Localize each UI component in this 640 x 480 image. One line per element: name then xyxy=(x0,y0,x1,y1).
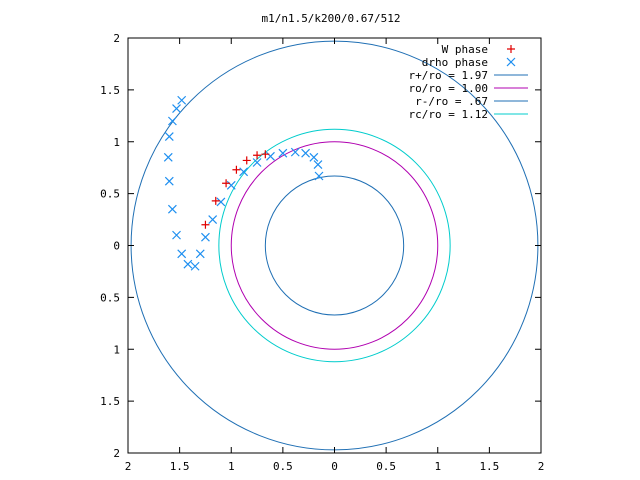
point-1-5 xyxy=(222,179,231,188)
x-tick-label: 1 xyxy=(228,460,235,473)
legend-marker-1 xyxy=(507,45,515,53)
x-tick-label: 1 xyxy=(434,460,441,473)
x-tick-label: 0.5 xyxy=(376,460,396,473)
x-tick-label: 2 xyxy=(538,460,545,473)
point-2-1 xyxy=(314,171,324,181)
data-series xyxy=(163,95,324,271)
point-2-18 xyxy=(172,230,181,240)
circle-4 xyxy=(218,128,451,363)
y-tick-label: 1.5 xyxy=(100,84,120,97)
point-2-10 xyxy=(226,180,236,190)
point-2-6 xyxy=(278,148,288,158)
chart-title: m1/n1.5/k200/0.67/512 xyxy=(261,12,400,25)
point-1-1 xyxy=(261,150,270,159)
y-tick-label: 2 xyxy=(113,447,120,460)
point-1-6 xyxy=(211,196,220,205)
point-2-21 xyxy=(163,152,173,162)
point-2-14 xyxy=(195,249,205,259)
y-tick-label: 0.5 xyxy=(100,291,120,304)
point-2-20 xyxy=(164,176,174,186)
series-1 xyxy=(201,150,270,229)
point-2-17 xyxy=(177,249,187,259)
y-tick-label: 0.5 xyxy=(100,188,120,201)
axis-ticks: 2 1.5 1 0.5 0 0.5 1 1.5 221.510.500.511.52 xyxy=(100,32,544,473)
legend-label: r+/ro = 1.97 xyxy=(409,69,488,82)
legend-marker-2 xyxy=(506,57,516,67)
point-2-2 xyxy=(313,160,323,169)
point-2-7 xyxy=(266,151,275,161)
y-tick-label: 1 xyxy=(113,343,120,356)
y-tick-label: 2 xyxy=(113,32,120,45)
point-2-24 xyxy=(172,104,181,113)
point-2-9 xyxy=(239,167,249,177)
circle-3 xyxy=(264,175,405,316)
point-2-22 xyxy=(164,132,174,141)
point-2-15 xyxy=(190,261,200,271)
circle-2 xyxy=(230,141,439,350)
point-2-16 xyxy=(183,259,193,269)
x-tick-label: 1.5 xyxy=(479,460,499,473)
y-tick-label: 1 xyxy=(113,136,120,149)
x-tick-label: 1.5 xyxy=(170,460,190,473)
legend-label: W phase xyxy=(442,43,488,56)
x-tick-label: 0 xyxy=(331,460,338,473)
legend-label: r-/ro = .67 xyxy=(415,95,488,108)
legend-label: rc/ro = 1.12 xyxy=(409,108,488,121)
point-2-23 xyxy=(167,116,177,126)
point-2-5 xyxy=(290,147,300,157)
point-2-11 xyxy=(216,197,226,207)
point-1-3 xyxy=(242,156,251,165)
point-2-19 xyxy=(167,204,177,214)
point-2-13 xyxy=(201,232,210,242)
point-2-3 xyxy=(309,152,319,162)
point-2-8 xyxy=(252,158,262,167)
legend-label: drho phase xyxy=(422,56,488,69)
point-2-25 xyxy=(177,95,187,105)
point-2-4 xyxy=(301,148,311,158)
series-2 xyxy=(163,95,324,271)
point-1-2 xyxy=(253,151,262,160)
y-tick-label: 1.5 xyxy=(100,395,120,408)
point-1-4 xyxy=(232,165,241,174)
legend-label: ro/ro = 1.00 xyxy=(409,82,488,95)
x-tick-label: 2 xyxy=(125,460,132,473)
point-2-12 xyxy=(208,215,218,224)
point-1-7 xyxy=(201,220,210,229)
x-tick-label: 0.5 xyxy=(273,460,293,473)
y-tick-label: 0 xyxy=(113,240,120,253)
